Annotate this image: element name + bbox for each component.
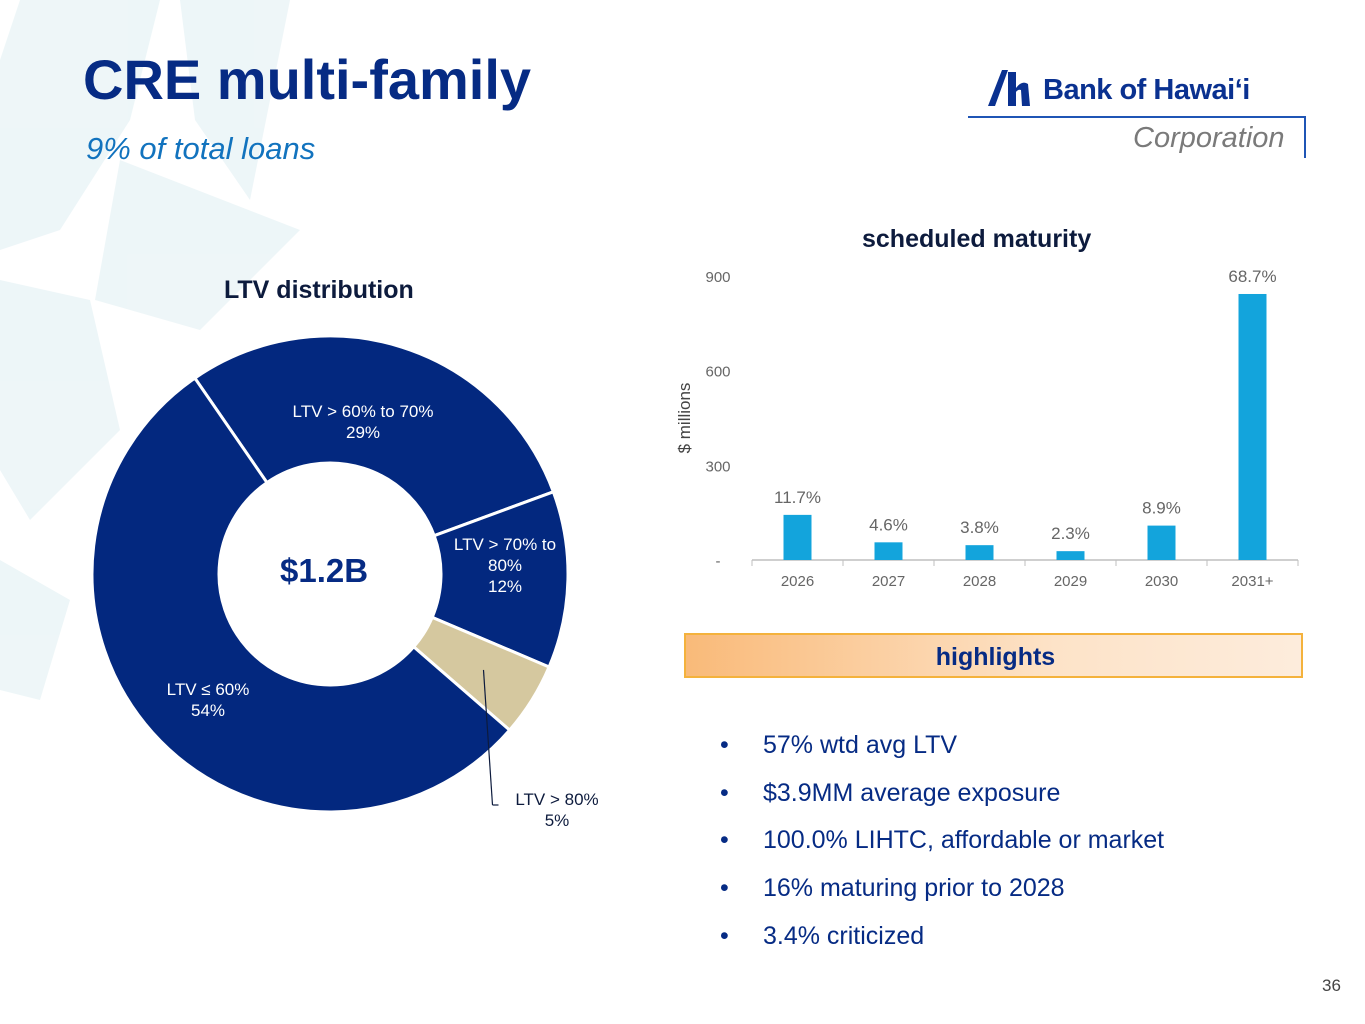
highlight-text: 57% wtd avg LTV xyxy=(763,731,958,759)
bar-data-label: 3.8% xyxy=(960,518,999,537)
x-tick-label: 2027 xyxy=(872,573,905,590)
page-title: CRE multi-family xyxy=(83,48,532,111)
x-tick-label: 2026 xyxy=(781,573,814,590)
bullet-icon: • xyxy=(720,874,729,902)
logo-divider xyxy=(968,116,1305,118)
bar-2026 xyxy=(783,514,812,560)
highlight-item: • $3.9MM average exposure xyxy=(720,779,1060,808)
bar-2028 xyxy=(965,545,994,560)
page-subtitle: 9% of total loans xyxy=(86,131,316,166)
page-number: 36 xyxy=(1322,976,1341,995)
ltv-over-80-leader-line xyxy=(482,669,494,806)
highlight-text: 100.0% LIHTC, affordable or market xyxy=(763,826,1165,854)
bar-data-label: 4.6% xyxy=(869,515,908,534)
bar-data-label: 11.7% xyxy=(774,488,821,507)
highlight-item: • 57% wtd avg LTV xyxy=(720,731,957,760)
highlight-text: 3.4% criticized xyxy=(763,922,925,950)
logo-subtitle: Corporation xyxy=(1133,122,1285,154)
bullet-icon: • xyxy=(720,779,729,807)
highlight-item: • 16% maturing prior to 2028 xyxy=(720,874,1065,903)
x-tick-label: 2030 xyxy=(1145,573,1178,590)
logo-name: Bank of Hawaiʻi xyxy=(1043,74,1250,106)
highlights-banner: highlights xyxy=(684,633,1303,678)
highlight-text: 16% maturing prior to 2028 xyxy=(763,874,1065,902)
slice-label-ltv-60-70: LTV > 60% to 70% 29% xyxy=(292,402,434,442)
bar-data-label: 8.9% xyxy=(1142,499,1181,518)
bar-2029 xyxy=(1056,551,1085,560)
donut-chart-title: LTV distribution xyxy=(224,276,414,304)
logo-divider-vertical xyxy=(1304,116,1306,158)
donut-slice-ltv-under-60 xyxy=(90,376,512,814)
donut-center-total: $1.2B xyxy=(280,552,369,589)
y-tick-label: - xyxy=(716,553,721,570)
bar-chart-title: scheduled maturity xyxy=(862,225,1092,253)
x-tick-label: 2031+ xyxy=(1231,573,1273,590)
bar-chart-y-axis-label: $ millions xyxy=(675,383,694,454)
ltv-donut-chart xyxy=(90,334,570,814)
bullet-icon: • xyxy=(720,826,729,854)
company-logo: Bank of Hawaiʻi Corporation xyxy=(968,62,1308,162)
bar-data-label: 2.3% xyxy=(1051,524,1090,543)
slice-label-ltv-70-80: LTV > 70% to 80% 12% xyxy=(453,535,557,596)
bullet-icon: • xyxy=(720,731,729,759)
highlight-item: • 3.4% criticized xyxy=(720,922,924,951)
y-tick-label: 900 xyxy=(705,269,730,286)
donut-slice-ltv-60-70 xyxy=(192,334,556,538)
bar-2027 xyxy=(874,542,903,560)
bank-of-hawaii-mark-icon xyxy=(988,70,1030,106)
bullet-icon: • xyxy=(720,922,729,950)
slice-label-ltv-over-80: LTV > 80% 5% xyxy=(515,790,599,830)
slice-label-ltv-under-60: LTV ≤ 60% 54% xyxy=(166,680,250,720)
highlights-title: highlights xyxy=(935,643,1056,671)
highlight-text: $3.9MM average exposure xyxy=(763,779,1061,807)
bar-2031+ xyxy=(1238,293,1267,560)
x-tick-label: 2029 xyxy=(1054,573,1087,590)
x-tick-label: 2028 xyxy=(963,573,996,590)
bar-2030 xyxy=(1147,525,1176,560)
highlight-item: • 100.0% LIHTC, affordable or market xyxy=(720,826,1164,855)
bar-data-label: 68.7% xyxy=(1228,267,1276,286)
y-tick-label: 300 xyxy=(705,458,730,475)
maturity-bar-chart: - 300 600 900 11.7% 2026 4.6% 2027 3.8% 2028 2.3%… xyxy=(675,267,1299,590)
y-tick-label: 600 xyxy=(705,364,730,381)
